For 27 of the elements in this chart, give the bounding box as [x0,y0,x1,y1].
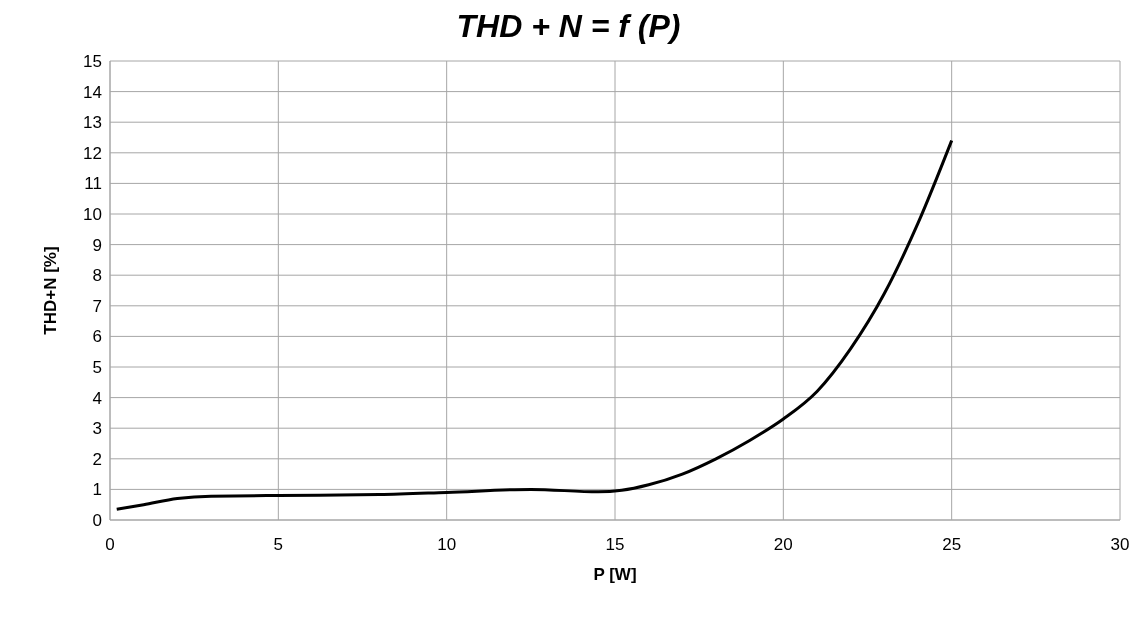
y-tick-label: 3 [92,419,102,439]
x-tick-label: 10 [437,535,457,555]
x-tick-label: 20 [773,535,793,555]
y-axis-title: THD+N [%] [41,246,61,335]
x-axis-title: P [W] [593,565,637,584]
x-tick-label: 0 [105,535,115,555]
y-tick-label: 12 [83,143,102,163]
x-tick-label: 5 [273,535,284,555]
line-series [115,139,954,511]
y-tick-label: 6 [92,327,102,347]
y-tick-label: 7 [92,296,102,316]
x-tick-label: 30 [1110,535,1130,555]
y-tick-label: 15 [83,52,102,72]
y-tick-label: 11 [84,174,102,194]
y-tick-label: 1 [92,480,102,500]
y-tick-label: 13 [83,113,102,133]
y-tick-label: 0 [92,511,102,531]
y-tick-label: 14 [83,82,102,102]
y-tick-label: 2 [92,449,102,469]
x-tick-label: 25 [942,535,962,555]
y-tick-label: 10 [83,205,102,225]
y-tick-label: 4 [92,388,102,408]
chart-title: THD + N = f (P) [455,8,682,45]
y-tick-label: 8 [92,266,102,286]
y-tick-label: 9 [92,235,102,255]
x-tick-label: 15 [605,535,625,555]
y-tick-label: 5 [92,358,102,378]
